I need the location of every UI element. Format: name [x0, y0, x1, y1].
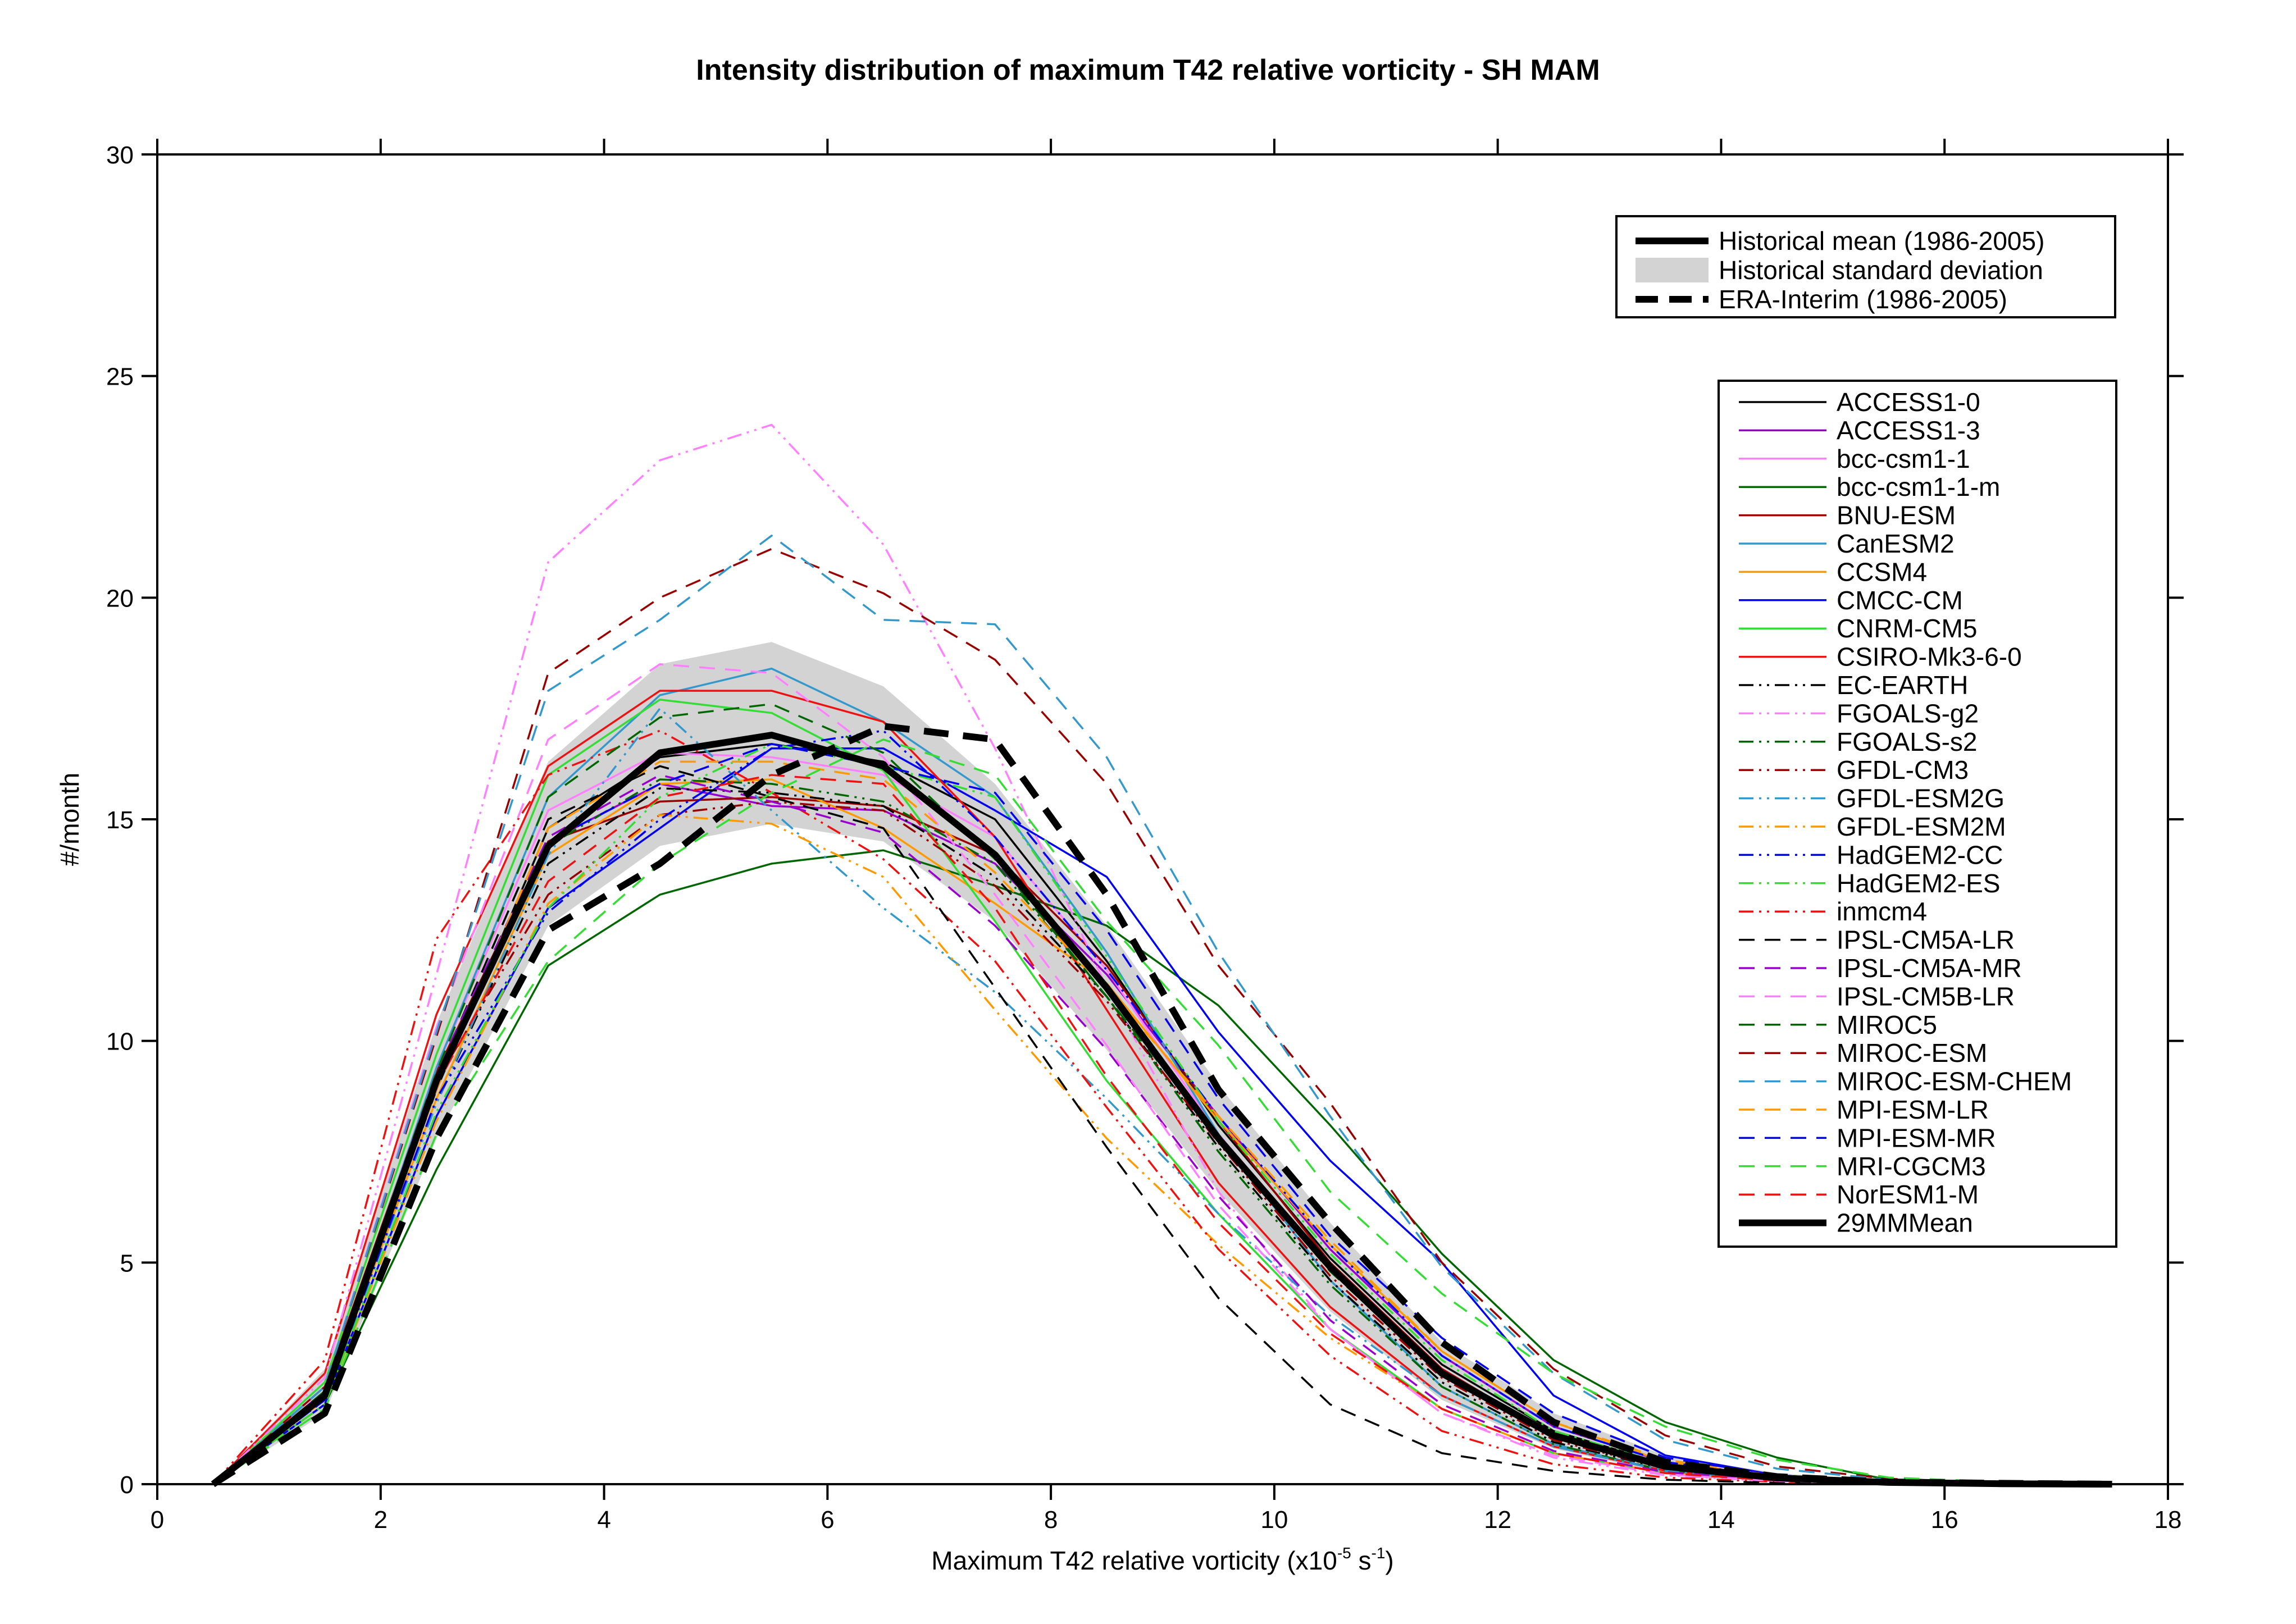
legend-model-label: CNRM-CM5 — [1837, 614, 1977, 643]
y-axis: 0 5 10 15 20 25 30 — [106, 142, 2184, 1499]
y-tick-label: 15 — [106, 806, 134, 834]
legend-model-label: bcc-csm1-1-m — [1837, 472, 2000, 501]
x-axis-label-exp1: -5 — [1337, 1544, 1351, 1562]
legend-main-swatch — [1636, 258, 1709, 282]
x-tick-label: 8 — [1044, 1506, 1058, 1534]
x-tick-label: 16 — [1931, 1506, 1958, 1534]
y-tick-label: 25 — [106, 363, 134, 391]
x-axis: 0 2 4 6 8 10 12 14 16 18 — [151, 139, 2182, 1534]
series-line-era-interim — [211, 723, 2112, 1488]
legend-model-label: FGOALS-s2 — [1837, 727, 1978, 756]
legend-model-label: MPI-ESM-LR — [1837, 1095, 1989, 1124]
series-line-gfdl-esm2g — [212, 707, 2112, 1485]
y-axis-label: #/month — [55, 773, 84, 866]
y-tick-label: 5 — [120, 1249, 134, 1277]
legend-model-label: GFDL-CM3 — [1837, 755, 1969, 784]
legend-model-label: MIROC5 — [1837, 1010, 1937, 1039]
x-tick-label: 2 — [374, 1506, 388, 1534]
x-tick-label: 14 — [1707, 1506, 1735, 1534]
legend-model-label: HadGEM2-ES — [1837, 869, 2000, 898]
series-line-ipsl-cm5a-mr — [212, 774, 2112, 1485]
legend-model-label: ACCESS1-3 — [1837, 416, 1980, 445]
y-tick-label: 10 — [106, 1028, 134, 1056]
legend-model-label: IPSL-CM5B-LR — [1837, 982, 2015, 1011]
y-tick-label: 0 — [120, 1471, 134, 1499]
legend-model-label: MRI-CGCM3 — [1837, 1152, 1986, 1181]
x-tick-label: 0 — [151, 1506, 164, 1534]
legend-model-label: 29MMMean — [1837, 1208, 1973, 1238]
legend-model-label: inmcm4 — [1837, 897, 1927, 926]
series-line-bcc-csm1-1-m — [212, 849, 2112, 1485]
x-axis-label-base: Maximum T42 relative vorticity (x10 — [931, 1546, 1337, 1575]
x-axis-label-mid: s — [1351, 1546, 1372, 1575]
legend-models-frame — [1718, 380, 2117, 1248]
y-tick-label: 30 — [106, 142, 134, 169]
x-tick-label: 6 — [821, 1506, 834, 1534]
legend-model-label: CanESM2 — [1837, 529, 1955, 558]
x-tick-label: 4 — [597, 1506, 611, 1534]
legend-model-label: MIROC-ESM — [1837, 1038, 1987, 1068]
legend-model-label: bcc-csm1-1 — [1837, 444, 1970, 473]
series-layer — [211, 423, 2112, 1488]
legend-model-label: MIROC-ESM-CHEM — [1837, 1067, 2072, 1096]
series-line-mpi-esm-lr — [212, 760, 2112, 1485]
x-tick-label: 18 — [2154, 1506, 2182, 1534]
legend-model-label: GFDL-ESM2G — [1837, 784, 2005, 813]
legend-main-label: Historical standard deviation — [1719, 256, 2043, 285]
legend-model-label: IPSL-CM5A-MR — [1837, 954, 2022, 983]
legend-model-label: GFDL-ESM2M — [1837, 812, 2006, 841]
legend-main-label: Historical mean (1986-2005) — [1719, 226, 2044, 256]
series-line-29mmmean — [211, 732, 2112, 1488]
legend-model-label: MPI-ESM-MR — [1837, 1123, 1996, 1152]
legend-model-label: CSIRO-Mk3-6-0 — [1837, 642, 2022, 672]
x-axis-label-end: ) — [1385, 1546, 1393, 1575]
legend-model-label: CCSM4 — [1837, 557, 1927, 586]
legend-model-label: CMCC-CM — [1837, 586, 1963, 615]
legend-model-label: NorESM1-M — [1837, 1180, 1979, 1209]
series-line-ipsl-cm5b-lr — [212, 663, 2112, 1485]
legend-model-label: BNU-ESM — [1837, 501, 1956, 530]
series-line-miroc-esm — [212, 548, 2112, 1485]
x-axis-label-exp2: -1 — [1372, 1544, 1386, 1562]
series-line-miroc-esm-chem — [212, 535, 2112, 1485]
legend-model-label: IPSL-CM5A-LR — [1837, 925, 2015, 955]
y-tick-label: 20 — [106, 585, 134, 612]
legend-model-label: ACCESS1-0 — [1837, 387, 1980, 417]
chart-title: Intensity distribution of maximum T42 re… — [696, 54, 1600, 86]
x-axis-label: Maximum T42 relative vorticity (x10-5 s-… — [931, 1544, 1394, 1575]
legend-main-label: ERA-Interim (1986-2005) — [1719, 285, 2007, 314]
series-line-mri-cgcm3 — [212, 738, 2112, 1485]
series-line-hadgem2-es — [212, 743, 2112, 1485]
x-tick-label: 10 — [1260, 1506, 1288, 1534]
series-line-ipsl-cm5a-lr — [212, 765, 2112, 1485]
legend-model-label: HadGEM2-CC — [1837, 840, 2003, 869]
x-tick-label: 12 — [1484, 1506, 1511, 1534]
legend-model-label: FGOALS-g2 — [1837, 699, 1979, 728]
legend-main: Historical mean (1986-2005)Historical st… — [1615, 215, 2116, 318]
legend-models: ACCESS1-0ACCESS1-3bcc-csm1-1bcc-csm1-1-m… — [1718, 380, 2117, 1248]
legend-model-label: EC-EARTH — [1837, 670, 1968, 700]
